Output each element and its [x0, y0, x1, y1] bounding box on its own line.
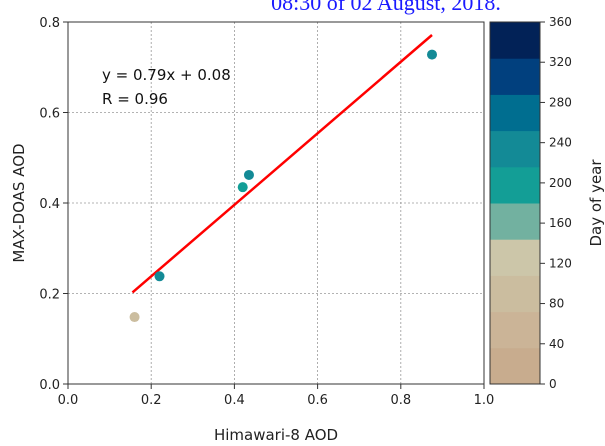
data-point	[237, 182, 248, 193]
y-tick-label: 0.8	[39, 16, 60, 31]
colorbar-band	[490, 239, 540, 276]
x-axis: 0.0 0.2 0.4 0.6 0.8 1.0	[58, 384, 495, 408]
x-axis-label: Himawari-8 AOD	[214, 426, 338, 444]
x-tick-label: 0.8	[390, 393, 411, 408]
data-points	[129, 49, 437, 323]
x-tick-label: 1.0	[474, 393, 495, 408]
colorbar-band	[490, 203, 540, 240]
colorbar-tick-label: 360	[549, 15, 572, 29]
y-tick-label: 0.4	[39, 197, 60, 212]
y-tick-label: 0.0	[39, 378, 60, 393]
colorbar-tick-label: 320	[549, 55, 572, 69]
colorbar-label: Day of year	[587, 159, 605, 247]
data-point	[154, 271, 165, 282]
colorbar-band	[490, 58, 540, 95]
colorbar-tick-label: 80	[549, 297, 564, 311]
x-tick-label: 0.2	[141, 393, 162, 408]
colorbar-band	[490, 311, 540, 349]
colorbar-band	[490, 130, 540, 168]
correlation-label: R = 0.96	[102, 90, 168, 108]
y-tick-label: 0.2	[39, 288, 60, 303]
colorbar-band	[490, 166, 540, 204]
colorbar-band	[490, 22, 540, 59]
y-axis: 0.0 0.2 0.4 0.6 0.8	[39, 16, 68, 393]
y-axis-label: MAX-DOAS AOD	[10, 143, 28, 262]
grid	[68, 22, 484, 384]
colorbar-tick-label: 0	[549, 377, 557, 391]
colorbar-tick-label: 160	[549, 216, 572, 230]
colorbar-band	[490, 275, 540, 313]
x-tick-label: 0.4	[224, 393, 245, 408]
x-tick-label: 0.6	[307, 393, 328, 408]
colorbar-band	[490, 94, 540, 132]
colorbar-tick-label: 280	[549, 95, 572, 109]
colorbar-tick-label: 200	[549, 176, 572, 190]
y-tick-label: 0.6	[39, 107, 60, 122]
data-point	[129, 312, 140, 323]
data-point	[243, 169, 254, 180]
colorbar-tick-label: 40	[549, 337, 564, 351]
colorbar-tick-label: 240	[549, 136, 572, 150]
colorbar-frame	[489, 21, 541, 385]
fit-equation: y = 0.79x + 0.08	[102, 66, 231, 84]
colorbar-ticks: 0 40 80 120 160 200 240 280 320 360	[540, 15, 572, 391]
data-point	[427, 49, 437, 60]
colorbar-tick-label: 120	[549, 256, 572, 270]
colorbar-band	[490, 347, 540, 385]
regression-line	[131, 34, 433, 294]
x-tick-label: 0.0	[58, 393, 79, 408]
chart-title: 08:30 of 02 August, 2018.	[271, 0, 501, 15]
colorbar	[489, 21, 541, 385]
